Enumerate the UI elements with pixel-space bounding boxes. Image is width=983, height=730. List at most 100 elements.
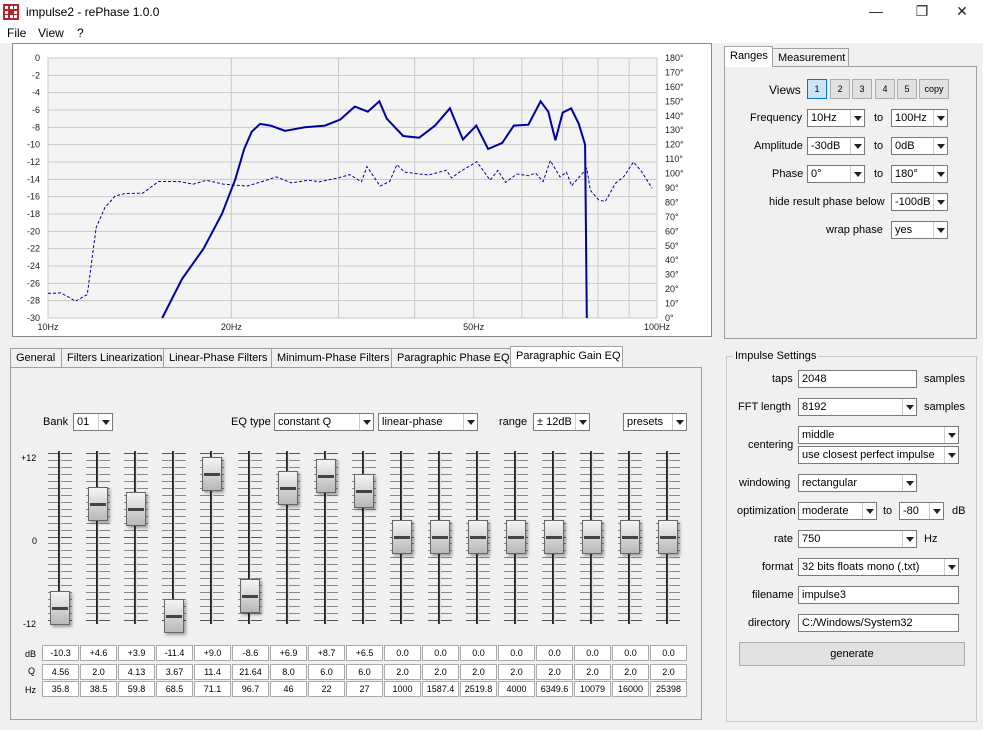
slider-track[interactable]: [134, 451, 137, 624]
band-q-field[interactable]: 2.0: [460, 664, 497, 680]
range-select[interactable]: ± 12dB: [533, 413, 590, 431]
slider-track[interactable]: [96, 451, 99, 624]
windowing-select[interactable]: rectangular: [798, 474, 917, 492]
slider-track[interactable]: [172, 451, 175, 624]
band-db-field[interactable]: -11.4: [156, 645, 193, 661]
minimize-icon[interactable]: —: [869, 3, 883, 19]
band-q-field[interactable]: 4.13: [118, 664, 155, 680]
phase-to-select[interactable]: 180°: [891, 165, 948, 183]
slider-thumb[interactable]: [126, 492, 146, 527]
band-q-field[interactable]: 21.64: [232, 664, 269, 680]
view-2-button[interactable]: 2: [830, 79, 850, 99]
slider-thumb[interactable]: [164, 598, 184, 633]
optimization-select[interactable]: moderate: [798, 502, 877, 520]
slider-thumb[interactable]: [354, 474, 374, 509]
eq-type-select[interactable]: constant Q: [274, 413, 374, 431]
band-hz-field[interactable]: 2519.8: [460, 681, 497, 697]
slider-track[interactable]: [248, 451, 251, 624]
centering-select[interactable]: middle: [798, 426, 959, 444]
slider-thumb[interactable]: [88, 487, 108, 522]
band-hz-field[interactable]: 35.8: [42, 681, 79, 697]
band-q-field[interactable]: 11.4: [194, 664, 231, 680]
filename-input[interactable]: impulse3: [798, 586, 959, 604]
slider-track[interactable]: [324, 451, 327, 624]
band-q-field[interactable]: 2.0: [650, 664, 687, 680]
bank-select[interactable]: 01: [73, 413, 113, 431]
presets-select[interactable]: presets: [623, 413, 687, 431]
band-q-field[interactable]: 2.0: [498, 664, 535, 680]
slider-track[interactable]: [362, 451, 365, 624]
menu-view[interactable]: View: [38, 26, 64, 40]
centering-mode-select[interactable]: use closest perfect impulse: [798, 446, 959, 464]
band-db-field[interactable]: -8.6: [232, 645, 269, 661]
slider-thumb[interactable]: [506, 519, 526, 554]
frequency-from-select[interactable]: 10Hz: [807, 109, 865, 127]
response-graph[interactable]: 0 -2 -4 -6 -8 -10 -12 -14 -16 -18 -20 -22 -24 -26 -28 -…: [12, 43, 712, 337]
band-hz-field[interactable]: 96.7: [232, 681, 269, 697]
band-hz-field[interactable]: 1000: [384, 681, 421, 697]
band-q-field[interactable]: 2.0: [612, 664, 649, 680]
band-db-field[interactable]: 0.0: [460, 645, 497, 661]
view-5-button[interactable]: 5: [897, 79, 917, 99]
band-q-field[interactable]: 2.0: [536, 664, 573, 680]
band-db-field[interactable]: 0.0: [384, 645, 421, 661]
directory-input[interactable]: C:/Windows/System32: [798, 614, 959, 632]
slider-track[interactable]: [286, 451, 289, 624]
slider-thumb[interactable]: [582, 519, 602, 554]
band-hz-field[interactable]: 71.1: [194, 681, 231, 697]
slider-thumb[interactable]: [202, 456, 222, 491]
slider-thumb[interactable]: [316, 458, 336, 493]
slider-thumb[interactable]: [468, 519, 488, 554]
band-hz-field[interactable]: 10079: [574, 681, 611, 697]
generate-button[interactable]: generate: [739, 642, 965, 666]
band-q-field[interactable]: 4.56: [42, 664, 79, 680]
tab-ranges[interactable]: Ranges: [724, 46, 773, 67]
maximize-icon[interactable]: ❐: [915, 3, 929, 19]
band-db-field[interactable]: 0.0: [574, 645, 611, 661]
band-hz-field[interactable]: 1587.4: [422, 681, 459, 697]
view-copy-button[interactable]: copy: [919, 79, 949, 99]
band-db-field[interactable]: +4.6: [80, 645, 117, 661]
band-db-field[interactable]: +3.9: [118, 645, 155, 661]
view-3-button[interactable]: 3: [852, 79, 872, 99]
slider-thumb[interactable]: [240, 579, 260, 614]
band-db-field[interactable]: +6.5: [346, 645, 383, 661]
optimization-level-select[interactable]: -80: [899, 502, 944, 520]
amplitude-to-select[interactable]: 0dB: [891, 137, 948, 155]
slider-thumb[interactable]: [278, 471, 298, 506]
band-db-field[interactable]: 0.0: [498, 645, 535, 661]
tab-filters-linearization[interactable]: Filters Linearization: [61, 348, 164, 367]
view-4-button[interactable]: 4: [875, 79, 895, 99]
band-db-field[interactable]: 0.0: [650, 645, 687, 661]
amplitude-from-select[interactable]: -30dB: [807, 137, 865, 155]
band-hz-field[interactable]: 68.5: [156, 681, 193, 697]
band-db-field[interactable]: -10.3: [42, 645, 79, 661]
band-db-field[interactable]: +8.7: [308, 645, 345, 661]
slider-thumb[interactable]: [544, 519, 564, 554]
phase-type-select[interactable]: linear-phase: [378, 413, 478, 431]
band-hz-field[interactable]: 22: [308, 681, 345, 697]
band-q-field[interactable]: 2.0: [574, 664, 611, 680]
band-hz-field[interactable]: 25398: [650, 681, 687, 697]
close-icon[interactable]: ✕: [956, 3, 968, 19]
tab-measurement[interactable]: Measurement: [772, 48, 849, 67]
band-q-field[interactable]: 3.67: [156, 664, 193, 680]
slider-track[interactable]: [210, 451, 213, 624]
tab-paragraphic-phase-eq[interactable]: Paragraphic Phase EQ: [391, 348, 511, 367]
band-q-field[interactable]: 2.0: [422, 664, 459, 680]
tab-paragraphic-gain-eq[interactable]: Paragraphic Gain EQ: [510, 346, 623, 367]
band-q-field[interactable]: 8.0: [270, 664, 307, 680]
band-q-field[interactable]: 6.0: [346, 664, 383, 680]
band-hz-field[interactable]: 16000: [612, 681, 649, 697]
band-hz-field[interactable]: 38.5: [80, 681, 117, 697]
tab-general[interactable]: General: [10, 348, 62, 367]
band-hz-field[interactable]: 4000: [498, 681, 535, 697]
band-hz-field[interactable]: 46: [270, 681, 307, 697]
slider-thumb[interactable]: [658, 519, 678, 554]
menu-help[interactable]: ?: [77, 26, 84, 40]
tab-linear-phase-filters[interactable]: Linear-Phase Filters: [163, 348, 272, 367]
band-db-field[interactable]: +9.0: [194, 645, 231, 661]
fft-length-select[interactable]: 8192: [798, 398, 917, 416]
slider-thumb[interactable]: [620, 519, 640, 554]
band-hz-field[interactable]: 27: [346, 681, 383, 697]
